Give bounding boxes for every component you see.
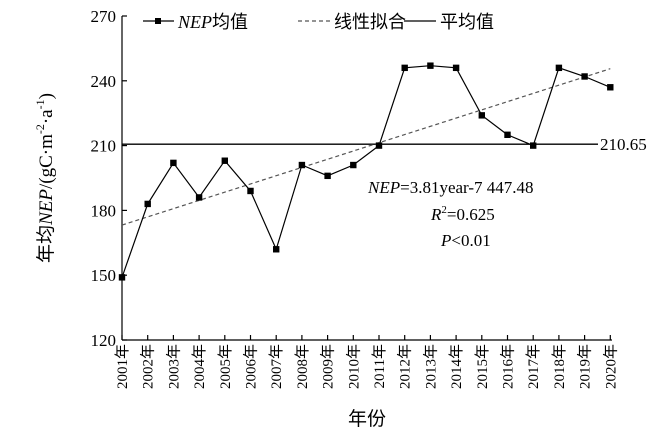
nep-data-point [298,161,306,169]
nep-data-point [118,274,126,281]
nep-data-point [221,157,228,164]
x-tick-label: 2016年 [500,344,517,389]
x-tick-label: 2002年 [140,344,157,389]
legend-trend-label: 线性拟合 [334,12,406,32]
nep-data-point [350,161,357,169]
nep-data-point [273,246,280,253]
nep-data-point [581,73,588,80]
legend-mean-label: 平均值 [440,12,494,32]
x-tick-label: 2007年 [268,344,285,389]
x-tick-label: 2006年 [243,344,260,389]
nep-data-point [504,131,511,138]
nep-data-point [324,172,331,180]
x-tick-label: 2005年 [217,344,234,389]
y-tick-label: 240 [91,72,117,91]
x-tick-label: 2012年 [397,344,414,389]
legend: NEP均值 线性拟合 平均值 [143,12,494,32]
y-tick-label: 210 [91,137,117,156]
nep-data-point [195,194,203,201]
nep-series-line [121,65,611,278]
x-tick-label: 2017年 [525,344,542,389]
nep-data-point [607,84,614,91]
y-tick-label: 150 [91,266,117,285]
x-tick-label: 2014年 [448,344,465,389]
x-tick-label: 2004年 [191,344,208,389]
x-tick-label: 2019年 [577,344,594,389]
y-tick-label: 270 [91,7,117,26]
y-ticks: 120 150 180 210 240 270 [91,7,127,350]
x-tick-label: 2001年 [114,344,131,389]
nep-data-point [452,64,460,72]
trend-line [121,68,611,226]
x-ticks: 2001年 2002年 2003年 2004年 2005年 2006年 2007年 2008年… [114,335,619,389]
y-axis-title: 年均NEP/(gC·m-2·a-1) [33,93,57,263]
x-tick-label: 2020年 [602,344,619,389]
nep-data-point [144,200,151,208]
p-value: P<0.01 [440,231,491,250]
nep-data-point [247,187,254,195]
x-axis-title: 年份 [348,408,386,430]
regression-equation: NEP=3.81year-7 447.48 [367,178,534,197]
x-tick-label: 2003年 [165,344,182,389]
mean-value-label: 210.65 [600,135,647,154]
x-tick-label: 2009年 [320,344,337,389]
nep-data-point [170,159,177,167]
x-tick-label: 2013年 [422,344,439,389]
x-tick-label: 2010年 [345,344,362,389]
y-tick-label: 120 [91,331,117,350]
nep-data-point [555,64,563,72]
x-tick-label: 2011年 [371,344,388,388]
y-tick-label: 180 [91,201,117,220]
nep-data-point [530,142,537,149]
nep-data-point [427,62,434,69]
nep-series-markers [118,62,614,281]
legend-nep-label: NEP均值 [177,12,248,32]
r-squared: R2=0.625 [430,204,495,224]
x-tick-label: 2018年 [551,344,568,389]
nep-data-point [401,64,408,72]
nep-data-point [478,112,485,119]
legend-nep-marker [155,18,161,24]
x-tick-label: 2015年 [474,344,491,389]
nep-data-point [375,142,383,149]
x-tick-label: 2008年 [294,344,311,389]
